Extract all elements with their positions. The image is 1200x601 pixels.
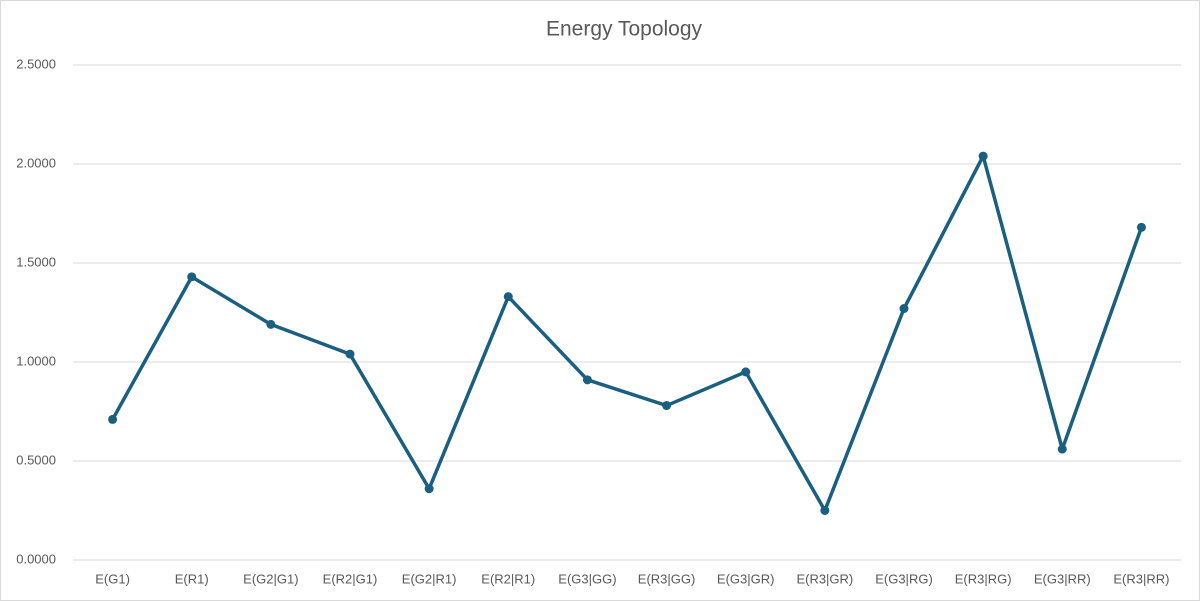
y-tick-label: 2.5000 (16, 56, 56, 71)
x-tick-label: E(R2|G1) (323, 571, 378, 586)
data-point (424, 484, 434, 494)
y-tick-label: 0.0000 (16, 551, 56, 566)
data-point (899, 304, 909, 314)
x-tick-label: E(G3|GG) (558, 571, 616, 586)
x-tick-label: E(R3|RR) (1113, 571, 1169, 586)
x-tick-label: E(R3|RG) (955, 571, 1012, 586)
y-tick-label: 1.5000 (16, 254, 56, 269)
data-point (503, 292, 513, 302)
data-point (187, 272, 197, 282)
chart-title: Energy Topology (546, 18, 703, 41)
data-point (820, 506, 830, 515)
data-point (108, 414, 118, 424)
y-tick-label: 0.5000 (16, 452, 56, 467)
data-point (582, 375, 592, 385)
x-tick-label: E(G2|G1) (243, 571, 298, 586)
data-point (978, 151, 988, 161)
data-point (741, 367, 751, 377)
x-tick-label: E(R3|GG) (638, 571, 696, 586)
x-tick-label: E(G3|GR) (717, 571, 775, 586)
data-point (266, 319, 276, 329)
x-tick-label: E(G2|R1) (402, 571, 457, 586)
data-point (662, 401, 672, 411)
data-point (1136, 222, 1146, 232)
x-tick-label: E(R3|GR) (796, 571, 853, 586)
x-tick-label: E(G3|RG) (875, 571, 933, 586)
y-tick-label: 1.0000 (16, 353, 56, 368)
x-tick-label: E(G1) (95, 571, 130, 586)
data-line (111, 154, 1144, 513)
x-tick-label: E(R1) (175, 571, 209, 586)
x-tick-label: E(R2|R1) (481, 571, 535, 586)
data-point (1057, 444, 1067, 454)
y-tick-label: 2.0000 (16, 155, 56, 170)
x-tick-label: E(G3|RR) (1034, 571, 1091, 586)
data-point (345, 349, 355, 359)
